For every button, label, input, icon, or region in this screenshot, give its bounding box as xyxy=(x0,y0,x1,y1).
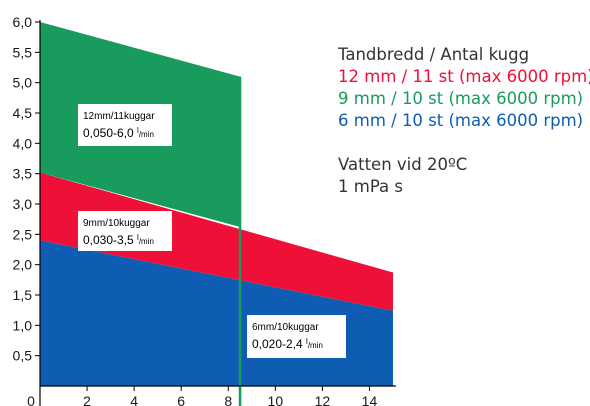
info-box-range: 0,030-3,5 l/min xyxy=(83,233,154,247)
x-tick-label: 10 xyxy=(268,393,284,406)
y-tick-label: 5,0 xyxy=(13,75,33,91)
y-tick-label: 1,0 xyxy=(13,317,33,333)
y-tick-label: 0,5 xyxy=(13,348,33,364)
y-tick-label: 6,0 xyxy=(13,14,33,30)
info-box-title: 12mm/11kuggar xyxy=(83,111,155,122)
info-box-0: 12mm/11kuggar 0,050-6,0 l/min xyxy=(78,104,172,146)
y-tick-label: 3,0 xyxy=(13,196,33,212)
x-tick-label: 12 xyxy=(315,393,331,406)
legend-spacer xyxy=(338,132,590,154)
y-tick-label: 4,0 xyxy=(13,135,33,151)
info-box-1: 9mm/10kuggar 0,030-3,5 l/min xyxy=(78,211,172,251)
condition-fluid: Vatten vid 20ºC xyxy=(338,155,468,174)
y-tick-label: 2,0 xyxy=(13,257,33,273)
x-tick-label: 8 xyxy=(224,393,232,406)
info-box-title: 9mm/10kuggar xyxy=(83,218,150,229)
legend-item-12mm: 12 mm / 11 st (max 6000 rpm) xyxy=(338,67,590,86)
x-tick-label: 6 xyxy=(177,393,185,406)
legend-item-9mm: 9 mm / 10 st (max 6000 rpm) xyxy=(338,89,584,108)
legend-heading: Tandbredd / Antal kugg xyxy=(338,45,530,64)
info-box-title: 6mm/10kuggar xyxy=(252,322,319,333)
info-box-bg xyxy=(247,315,346,358)
y-tick-label: 4,5 xyxy=(13,105,33,121)
info-box-bg xyxy=(78,104,172,146)
info-box-bg xyxy=(78,211,172,251)
x-tick-label: 4 xyxy=(130,393,138,406)
x-tick-label: 2 xyxy=(83,393,91,406)
y-tick-label: 5,5 xyxy=(13,44,33,60)
legend-item-6mm: 6 mm / 10 st (max 6000 rpm) xyxy=(338,111,584,130)
info-box-2: 6mm/10kuggar 0,020-2,4 l/min xyxy=(247,315,346,358)
y-tick-label: 2,5 xyxy=(13,226,33,242)
y-tick-label: 3,5 xyxy=(13,166,33,182)
legend: Tandbredd / Antal kugg 12 mm / 11 st (ma… xyxy=(338,44,590,198)
series-area-1 xyxy=(40,172,393,311)
y-tick-label: 1,5 xyxy=(13,287,33,303)
info-box-range: 0,020-2,4 l/min xyxy=(252,337,323,351)
chart-axes: 0,5 1,0 1,5 2,0 2,5 3,0 3,5 4,0 4,5 5,0 5,5 6,0 0 2 4 6… xyxy=(13,14,396,406)
x-tick-label: 14 xyxy=(362,393,378,406)
condition-viscosity: 1 mPa s xyxy=(338,177,403,196)
x-tick-label: 0 xyxy=(27,393,35,406)
info-box-range: 0,050-6,0 l/min xyxy=(83,126,154,140)
chart-label-boxes: 12mm/11kuggar 0,050-6,0 l/min 9mm/10kuggar… xyxy=(78,104,346,358)
